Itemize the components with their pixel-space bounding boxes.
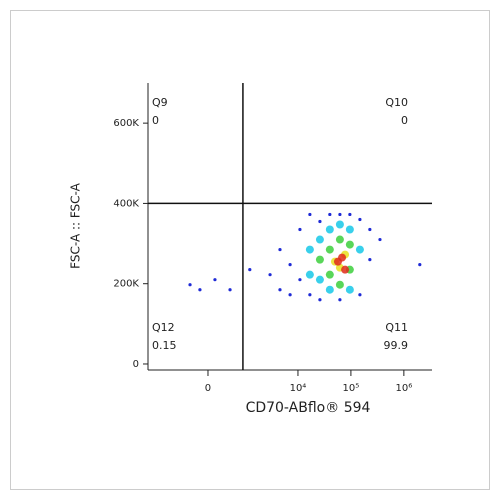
event-dot [345,240,354,249]
event-dot [355,245,364,254]
event-dot [315,255,324,264]
event-dot [368,258,372,262]
event-dot [338,212,342,217]
event-dot [288,263,292,267]
event-dot [335,220,344,229]
x-tick-label: 10⁶ [395,383,412,394]
event-dot [341,265,350,274]
event-dot [198,288,202,292]
event-dot [345,285,354,294]
quadrant-name: Q11 [385,321,408,334]
x-axis-title: CD70-ABflo® 594 [246,400,371,416]
event-dot [305,245,314,254]
event-dot [325,245,334,254]
y-axis-title: FSC-A :: FSC-A [69,182,83,268]
frame [10,10,490,490]
quadrant-value: 0.15 [152,339,177,352]
event-dot [315,235,324,244]
x-tick-label: 0 [205,383,211,394]
x-tick-label: 10⁵ [343,383,360,394]
event-dot [368,227,372,232]
y-tick-label: 400K [113,198,139,209]
event-dot [278,288,282,292]
y-tick-label: 200K [113,279,139,290]
event-dot [378,237,382,242]
event-dot [325,285,334,294]
event-dot [325,270,334,279]
event-dot [348,212,352,217]
event-dot [358,217,362,222]
event-dot [298,227,302,232]
event-dot [213,278,217,282]
quadrant-value: 99.9 [384,339,409,352]
event-dot [318,298,322,302]
event-dot [335,280,344,289]
event-dot [315,275,324,284]
event-dot [325,225,334,234]
quadrant-name: Q10 [385,96,408,109]
event-dot [308,212,312,217]
event-dot [338,253,347,262]
quadrant-value: 0 [152,114,159,127]
event-dot [318,219,322,224]
event-dot [268,273,272,277]
event-dot [298,278,302,282]
event-dot [328,212,332,217]
event-dot [288,293,292,297]
event-dot [345,225,354,234]
event-dot [418,263,422,267]
y-tick-label: 0 [133,359,139,370]
event-dot [278,247,282,252]
y-tick-label: 600K [113,118,139,129]
quadrant-name: Q9 [152,96,168,109]
x-tick-label: 10⁴ [290,383,307,394]
event-dot [358,293,362,297]
quadrant-value: 0 [401,114,408,127]
event-dot [228,288,232,292]
quadrant-name: Q12 [152,321,175,334]
event-dot [188,283,192,287]
event-dot [248,268,252,272]
event-dot [308,293,312,297]
event-dot [305,270,314,279]
event-dot [338,298,342,302]
event-dot [335,235,344,244]
